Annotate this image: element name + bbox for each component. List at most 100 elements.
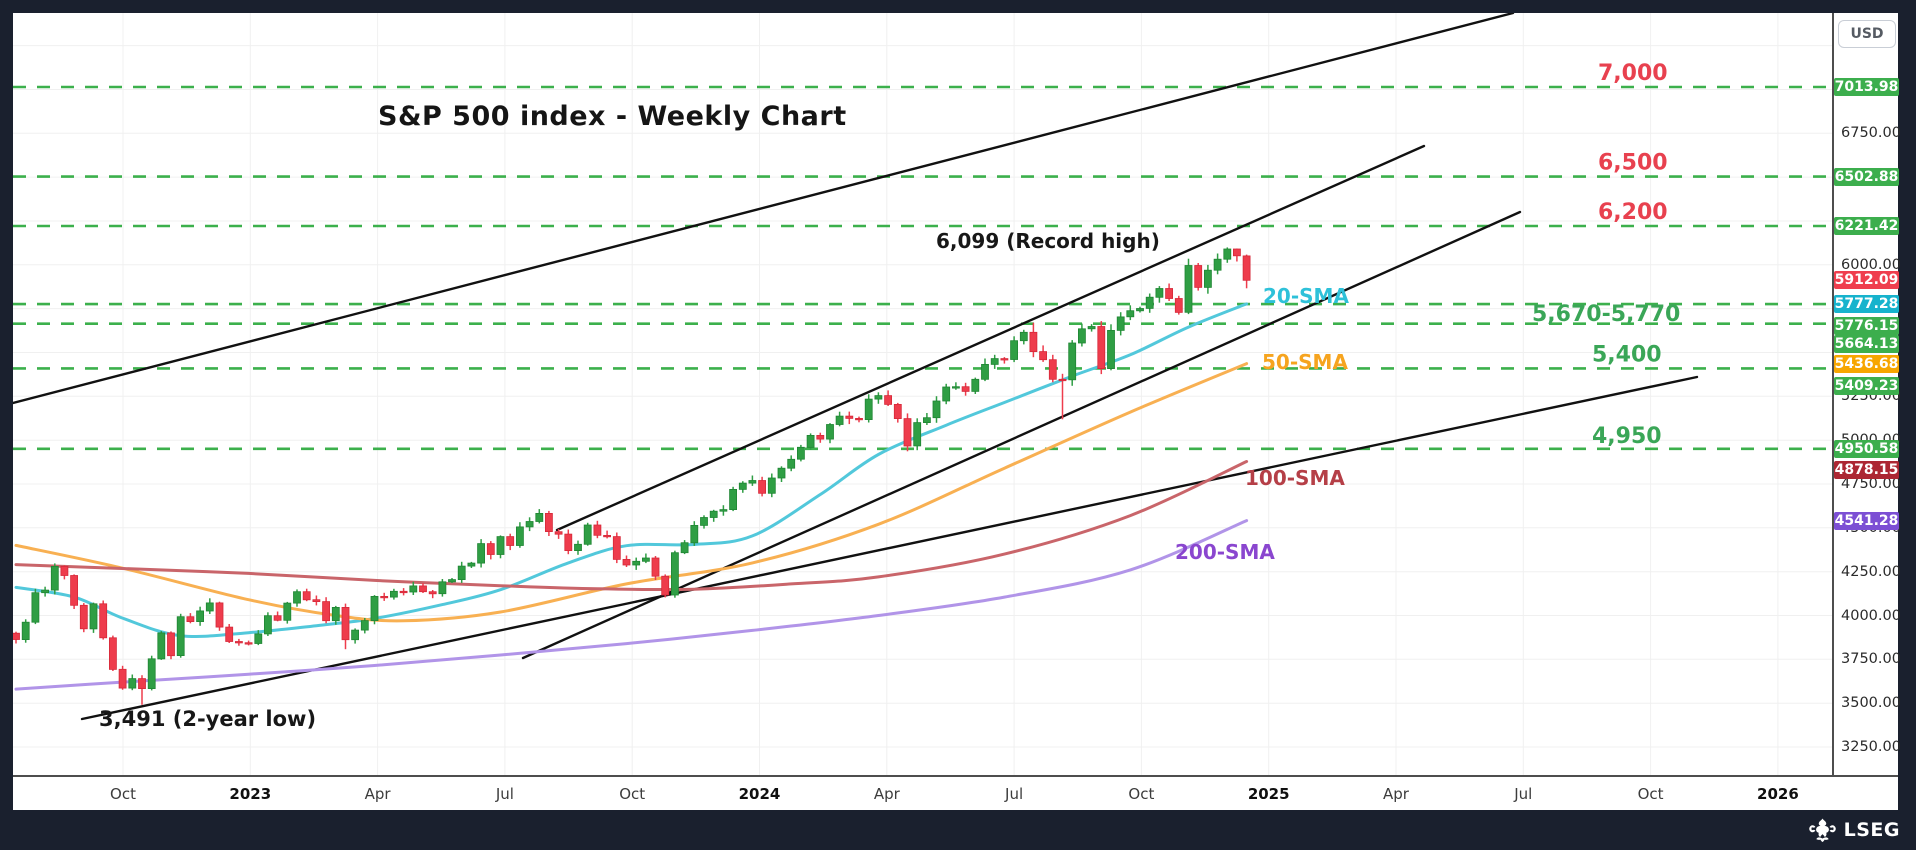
price-tick: 6000.00: [1841, 256, 1901, 273]
candle-week: [1233, 248, 1241, 262]
candle-week: [971, 377, 980, 394]
candle-week: [157, 631, 166, 660]
candle-week: [312, 595, 321, 606]
time-tick-oct: Oct: [1128, 785, 1155, 803]
candle-week: [380, 592, 389, 601]
price-badge: 4878.15: [1834, 460, 1899, 479]
candle-week: [118, 665, 127, 690]
candle-week: [1174, 295, 1183, 315]
candle-week: [419, 583, 427, 593]
candle-week: [457, 561, 466, 583]
price-badge: 5776.15: [1834, 317, 1899, 336]
time-tick-2025: 2025: [1247, 785, 1290, 803]
plot-area: 7,000 6,500 6,200 5,670-5,770 5,400 4,950 S&P…: [13, 13, 1832, 775]
candle-week: [952, 382, 960, 390]
candle-week: [1039, 345, 1047, 362]
candle-week: [389, 588, 398, 600]
time-axis[interactable]: Oct 2023 Apr Jul Oct 2024 Apr Jul Oct 2025 Apr Jul O…: [13, 775, 1898, 810]
candle-week: [467, 561, 476, 568]
candle-week: [767, 473, 776, 498]
chart-canvas[interactable]: 7,000 6,500 6,200 5,670-5,770 5,400 4,950: [13, 13, 1832, 775]
candle-week: [331, 605, 340, 625]
candle-week: [903, 413, 912, 452]
candle-week: [545, 510, 553, 536]
candle-week: [612, 532, 621, 564]
price-badge: 4541.28: [1834, 511, 1899, 530]
candle-week: [1097, 321, 1106, 375]
candle-week: [176, 613, 185, 658]
candle-week: [990, 354, 999, 369]
time-tick-apr: Apr: [364, 785, 391, 803]
candle-week: [1194, 263, 1203, 291]
trend-line-channel-lower: [521, 210, 1522, 660]
candle-week: [671, 550, 679, 598]
candle-week: [1029, 322, 1038, 358]
level-label: 6,200: [1598, 200, 1668, 225]
candle-week: [806, 433, 815, 450]
candle-week: [302, 588, 311, 602]
time-tick-oct: Oct: [619, 785, 646, 803]
candle-week: [1048, 354, 1057, 383]
candle-week: [1242, 254, 1251, 289]
candle-week: [690, 521, 699, 546]
sma-line-20: [14, 302, 1249, 638]
candle-week: [893, 402, 902, 423]
price-badge: 5777.28: [1834, 294, 1899, 313]
candle-week: [448, 578, 456, 583]
candle-week: [1019, 329, 1028, 345]
candle-week: [583, 522, 592, 546]
time-tick-jul: Jul: [1005, 785, 1024, 803]
price-tick: 4750.00: [1841, 476, 1901, 492]
price-badge: 6221.42: [1834, 217, 1899, 235]
candle-week: [622, 555, 631, 567]
lseg-wordmark: LSEG: [1843, 819, 1900, 841]
level-label: 5,400: [1592, 342, 1662, 367]
candle-week: [1136, 306, 1144, 313]
candle-week: [428, 590, 437, 599]
candle-week: [603, 530, 611, 539]
currency-button[interactable]: USD: [1838, 20, 1896, 48]
sma-label-100: 100-SMA: [1245, 466, 1345, 490]
candle-week: [370, 595, 379, 625]
candle-week: [874, 392, 883, 404]
time-tick-apr: Apr: [873, 785, 900, 803]
candle-week: [13, 631, 20, 644]
candle-week: [1204, 264, 1212, 294]
candle-week: [564, 529, 573, 555]
level-label: 6,500: [1598, 151, 1668, 176]
candle-week: [826, 423, 834, 444]
candle-week: [884, 390, 892, 406]
price-badge: 5664.13: [1834, 334, 1899, 353]
lseg-crest-icon: [1808, 818, 1836, 842]
annotation-record-high: 6,099 (Record high): [936, 229, 1160, 253]
time-tick-apr: Apr: [1383, 785, 1409, 803]
candle-week: [758, 476, 766, 497]
time-tick-2024: 2024: [738, 785, 781, 803]
level-label: 7,000: [1598, 61, 1668, 86]
candle-week: [942, 383, 951, 405]
candle-week: [70, 574, 78, 609]
candle-week: [593, 520, 602, 539]
candle-week: [196, 606, 205, 626]
trend-line-channel-upper: [555, 144, 1426, 532]
candle-week: [409, 581, 418, 595]
candle-week: [913, 418, 922, 451]
level-label: 4,950: [1592, 424, 1662, 449]
price-tick: 6750.00: [1841, 125, 1901, 142]
candle-week: [486, 541, 495, 560]
price-badge: 4950.58: [1834, 439, 1899, 458]
chart-title: S&P 500 index - Weekly Chart: [378, 101, 847, 132]
price-badge: 5409.23: [1834, 377, 1899, 396]
candle-week: [1155, 286, 1164, 303]
time-tick-jul: Jul: [495, 785, 514, 803]
price-tick: 3750.00: [1841, 651, 1901, 668]
candle-week: [244, 640, 253, 646]
price-badge: 5436.68: [1834, 354, 1899, 373]
price-tick: 4250.00: [1841, 563, 1901, 580]
candle-week: [99, 600, 108, 640]
price-axis[interactable]: USD 6750.006000.005250.005000.004750.004…: [1832, 13, 1901, 810]
candle-week: [516, 522, 524, 548]
candle-week: [293, 589, 301, 607]
candle-week: [1184, 258, 1193, 315]
